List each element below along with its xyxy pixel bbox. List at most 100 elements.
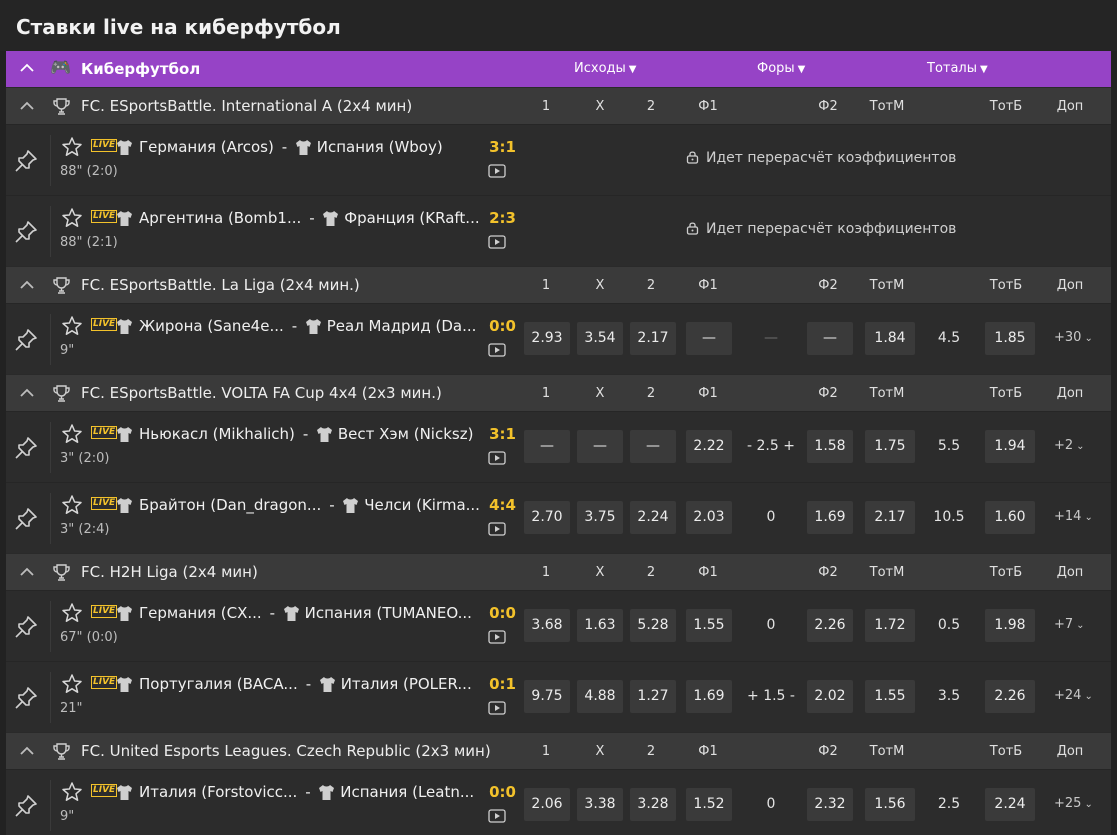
team2-name[interactable]: Испания (Wboy) — [316, 138, 443, 156]
odd-w2[interactable]: 3.28 — [630, 788, 676, 821]
odd-x[interactable]: 4.88 — [577, 680, 623, 713]
odd-w2[interactable]: 1.27 — [630, 680, 676, 713]
video-icon[interactable] — [488, 451, 506, 465]
odd-f2[interactable]: 1.58 — [807, 430, 853, 463]
star-icon[interactable] — [61, 602, 83, 624]
pin-icon[interactable] — [13, 327, 39, 353]
odd-w2[interactable]: — — [630, 430, 676, 463]
odd-f1[interactable]: 1.52 — [686, 788, 732, 821]
odd-w2[interactable]: 2.24 — [630, 501, 676, 534]
more-markets-button[interactable]: +2 ⌄ — [1054, 438, 1085, 453]
odd-totm[interactable]: 1.56 — [865, 788, 915, 821]
odd-w2[interactable]: 2.17 — [630, 322, 676, 355]
match-row[interactable]: LIVE Португалия (BACA... - Италия (POLER...… — [6, 661, 1111, 732]
pin-icon[interactable] — [13, 506, 39, 532]
filter-totals[interactable]: Тоталы ▼ — [927, 61, 988, 76]
league-header[interactable]: FC. H2H Liga (2x4 мин) 1 X 2 Ф1 Ф2 ТотМ ТотБ Доп — [6, 553, 1111, 590]
pin-icon[interactable] — [13, 614, 39, 640]
video-icon[interactable] — [488, 809, 506, 823]
video-icon[interactable] — [488, 630, 506, 644]
odd-f2[interactable]: 2.02 — [807, 680, 853, 713]
chevron-up-icon[interactable] — [19, 60, 35, 76]
team2-name[interactable]: Реал Мадрид (Da... — [326, 317, 477, 335]
team1-name[interactable]: Ньюкасл (Mikhalich) — [139, 425, 295, 443]
more-markets-button[interactable]: +25 ⌄ — [1054, 796, 1093, 811]
filter-outcomes[interactable]: Исходы ▼ — [574, 61, 637, 76]
team1-name[interactable]: Португалия (BACA... — [139, 675, 298, 693]
team2-name[interactable]: Вест Хэм (Nicksz) — [337, 425, 474, 443]
odd-totm[interactable]: 2.17 — [865, 501, 915, 534]
chevron-up-icon[interactable] — [19, 385, 35, 401]
more-markets-button[interactable]: +14 ⌄ — [1054, 509, 1093, 524]
odd-x[interactable]: — — [577, 430, 623, 463]
odd-f2[interactable]: 2.26 — [807, 609, 853, 642]
team2-name[interactable]: Челси (Kirma... — [364, 496, 480, 514]
odd-totb[interactable]: 1.94 — [985, 430, 1035, 463]
match-row[interactable]: LIVE Италия (Forstovicc... - Испания (Leatn… — [6, 769, 1111, 835]
team1-name[interactable]: Брайтон (Dan_dragon... — [139, 496, 322, 514]
team1-name[interactable]: Жирона (Sane4e... — [139, 317, 284, 335]
pin-icon[interactable] — [13, 435, 39, 461]
pin-icon[interactable] — [13, 219, 39, 245]
league-header[interactable]: FC. United Esports Leagues. Czech Republ… — [6, 732, 1111, 769]
team1-name[interactable]: Италия (Forstovicc... — [139, 783, 298, 801]
odd-totm[interactable]: 1.55 — [865, 680, 915, 713]
odd-w1[interactable]: — — [524, 430, 570, 463]
team1-name[interactable]: Аргентина (Bomb1... — [139, 209, 302, 227]
odd-x[interactable]: 1.63 — [577, 609, 623, 642]
odd-f2[interactable]: 2.32 — [807, 788, 853, 821]
chevron-up-icon[interactable] — [19, 564, 35, 580]
more-markets-button[interactable]: +24 ⌄ — [1054, 688, 1093, 703]
video-icon[interactable] — [488, 164, 506, 178]
team2-name[interactable]: Италия (POLER... — [340, 675, 472, 693]
star-icon[interactable] — [61, 423, 83, 445]
odd-w1[interactable]: 2.93 — [524, 322, 570, 355]
pin-icon[interactable] — [13, 148, 39, 174]
team2-name[interactable]: Испания (TUMANEO... — [304, 604, 472, 622]
odd-f1[interactable]: 1.55 — [686, 609, 732, 642]
filter-handicaps[interactable]: Форы ▼ — [757, 61, 806, 76]
match-row[interactable]: LIVE Германия (Arcos) - Испания (Wboy) 3:1 88… — [6, 124, 1111, 195]
odd-w2[interactable]: 5.28 — [630, 609, 676, 642]
odd-x[interactable]: 3.38 — [577, 788, 623, 821]
odd-w1[interactable]: 2.06 — [524, 788, 570, 821]
odd-totb[interactable]: 1.85 — [985, 322, 1035, 355]
odd-f1[interactable]: 2.03 — [686, 501, 732, 534]
odd-w1[interactable]: 2.70 — [524, 501, 570, 534]
match-row[interactable]: LIVE Ньюкасл (Mikhalich) - Вест Хэм (Nicksz… — [6, 411, 1111, 482]
odd-totm[interactable]: 1.72 — [865, 609, 915, 642]
more-markets-button[interactable]: +30 ⌄ — [1054, 330, 1093, 345]
sport-header[interactable]: 🎮 Киберфутбол Исходы ▼ Форы ▼ Тоталы ▼ — [6, 51, 1111, 87]
odd-f2[interactable]: — — [807, 322, 853, 355]
odd-totb[interactable]: 2.24 — [985, 788, 1035, 821]
star-icon[interactable] — [61, 781, 83, 803]
chevron-up-icon[interactable] — [19, 98, 35, 114]
video-icon[interactable] — [488, 343, 506, 357]
team1-name[interactable]: Германия (Arcos) — [139, 138, 274, 156]
odd-w1[interactable]: 9.75 — [524, 680, 570, 713]
star-icon[interactable] — [61, 673, 83, 695]
league-header[interactable]: FC. ESportsBattle. International A (2x4 … — [6, 87, 1111, 124]
more-markets-button[interactable]: +7 ⌄ — [1054, 617, 1085, 632]
odd-totm[interactable]: 1.84 — [865, 322, 915, 355]
video-icon[interactable] — [488, 522, 506, 536]
video-icon[interactable] — [488, 235, 506, 249]
team2-name[interactable]: Франция (KRaft... — [344, 209, 480, 227]
odd-totm[interactable]: 1.75 — [865, 430, 915, 463]
star-icon[interactable] — [61, 207, 83, 229]
video-icon[interactable] — [488, 701, 506, 715]
star-icon[interactable] — [61, 136, 83, 158]
odd-f1[interactable]: — — [686, 322, 732, 355]
odd-f1[interactable]: 2.22 — [686, 430, 732, 463]
pin-icon[interactable] — [13, 793, 39, 819]
match-row[interactable]: LIVE Аргентина (Bomb1... - Франция (KRaft..… — [6, 195, 1111, 266]
odd-totb[interactable]: 2.26 — [985, 680, 1035, 713]
league-header[interactable]: FC. ESportsBattle. La Liga (2x4 мин.) 1 X 2… — [6, 266, 1111, 303]
odd-f1[interactable]: 1.69 — [686, 680, 732, 713]
pin-icon[interactable] — [13, 685, 39, 711]
chevron-up-icon[interactable] — [19, 743, 35, 759]
star-icon[interactable] — [61, 315, 83, 337]
odd-totb[interactable]: 1.98 — [985, 609, 1035, 642]
chevron-up-icon[interactable] — [19, 277, 35, 293]
odd-x[interactable]: 3.54 — [577, 322, 623, 355]
